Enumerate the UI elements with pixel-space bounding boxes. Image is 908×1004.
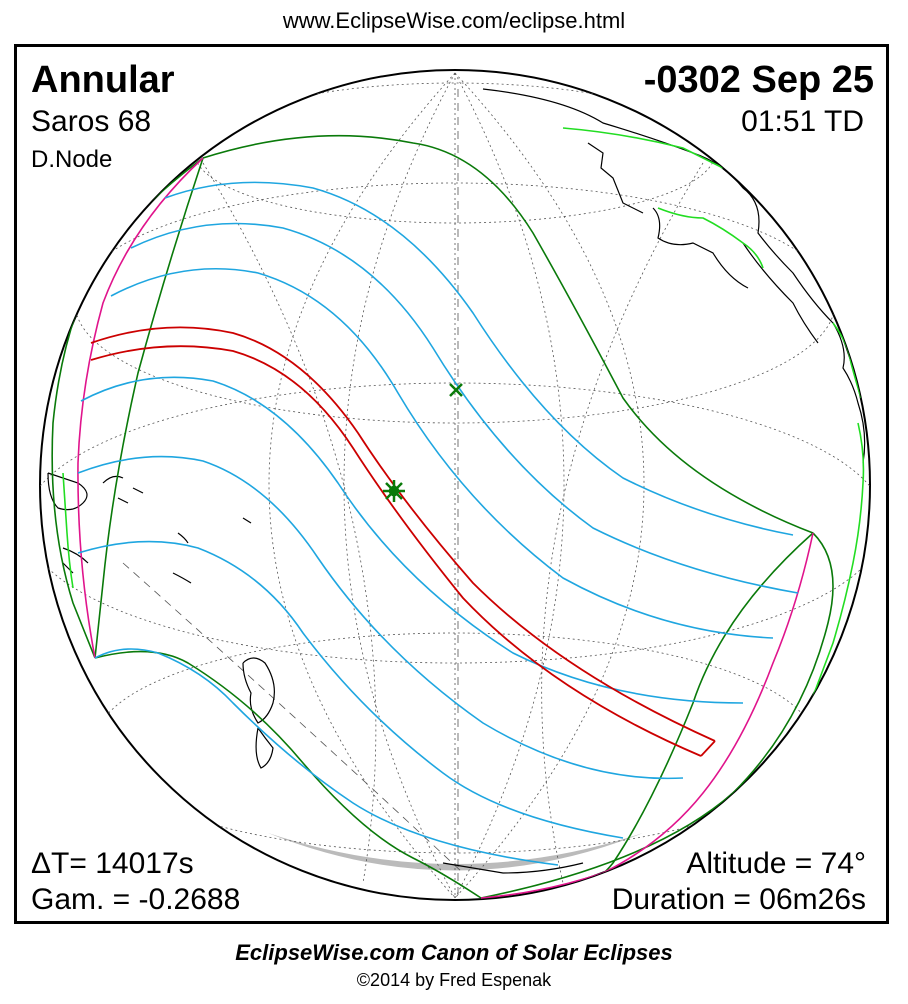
dashed-reference-lines <box>122 89 464 898</box>
eclipse-map-panel: Annular -0302 Sep 25 Saros 68 01:51 TD D… <box>14 44 889 924</box>
x-marker <box>449 383 463 397</box>
eclipse-time: 01:51 TD <box>741 105 864 138</box>
eclipse-date: -0302 Sep 25 <box>643 59 874 101</box>
gamma-value: Gam. = -0.2688 <box>31 883 241 916</box>
outer-limits <box>51 134 834 899</box>
canon-title: EclipseWise.com Canon of Solar Eclipses <box>235 940 673 965</box>
star-marker <box>383 480 405 502</box>
graticule <box>40 72 870 899</box>
sun-altitude: Altitude = 74° <box>686 847 866 880</box>
eclipse-type: Annular <box>31 59 175 101</box>
globe-shading <box>268 833 643 871</box>
saros-number: Saros 68 <box>31 105 152 138</box>
globe-outline <box>39 69 871 901</box>
coast-highlights <box>62 127 865 799</box>
partial-eclipse-lines <box>77 181 799 866</box>
copyright: ©2014 by Fred Espenak <box>356 970 552 990</box>
node-label: D.Node <box>31 146 113 173</box>
central-path <box>90 326 716 757</box>
globe-map <box>39 69 871 901</box>
coastlines <box>47 88 866 874</box>
eclipse-duration: Duration = 06m26s <box>611 883 866 916</box>
delta-t: ΔT= 14017s <box>31 847 194 880</box>
rise-set-curves <box>77 157 814 899</box>
site-url[interactable]: www.EclipseWise.com/eclipse.html <box>282 8 626 33</box>
